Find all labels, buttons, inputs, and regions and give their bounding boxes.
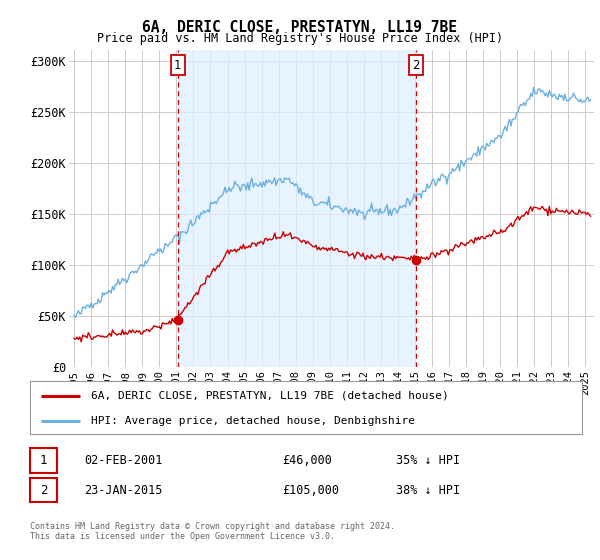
Text: £105,000: £105,000 [282, 483, 339, 497]
Text: £46,000: £46,000 [282, 454, 332, 467]
Text: 02-FEB-2001: 02-FEB-2001 [84, 454, 163, 467]
Text: 1: 1 [40, 454, 47, 467]
Text: This data is licensed under the Open Government Licence v3.0.: This data is licensed under the Open Gov… [30, 532, 335, 541]
Text: 38% ↓ HPI: 38% ↓ HPI [396, 483, 460, 497]
Text: 23-JAN-2015: 23-JAN-2015 [84, 483, 163, 497]
Bar [178, 50, 416, 367]
Text: 35% ↓ HPI: 35% ↓ HPI [396, 454, 460, 467]
Text: Contains HM Land Registry data © Crown copyright and database right 2024.: Contains HM Land Registry data © Crown c… [30, 522, 395, 531]
Text: HPI: Average price, detached house, Denbighshire: HPI: Average price, detached house, Denb… [91, 416, 415, 426]
Text: 6A, DERIC CLOSE, PRESTATYN, LL19 7BE: 6A, DERIC CLOSE, PRESTATYN, LL19 7BE [143, 20, 458, 35]
Text: Price paid vs. HM Land Registry's House Price Index (HPI): Price paid vs. HM Land Registry's House … [97, 32, 503, 45]
Text: 2: 2 [40, 483, 47, 497]
Text: 2: 2 [412, 59, 420, 72]
Text: 1: 1 [174, 59, 182, 72]
Text: 6A, DERIC CLOSE, PRESTATYN, LL19 7BE (detached house): 6A, DERIC CLOSE, PRESTATYN, LL19 7BE (de… [91, 391, 448, 401]
